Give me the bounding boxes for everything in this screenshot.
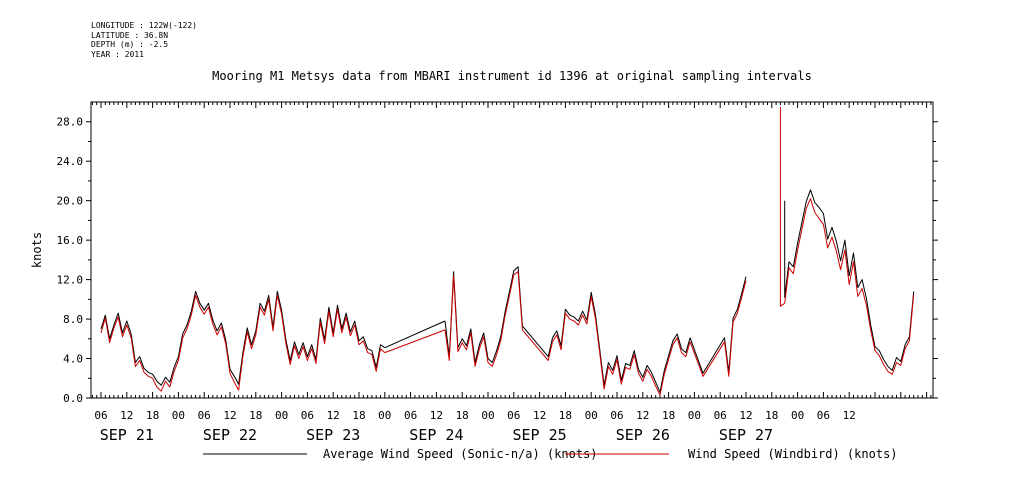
x-day-label: SEP 22 bbox=[203, 426, 257, 444]
axis-ticks bbox=[86, 102, 938, 399]
x-day-label: SEP 26 bbox=[616, 426, 670, 444]
y-tick-label: 24.0 bbox=[57, 155, 84, 168]
legend: Average Wind Speed (Sonic-n/a) (knots) W… bbox=[203, 447, 898, 461]
x-hour-label: 06 bbox=[404, 409, 417, 422]
x-hour-label: 00 bbox=[172, 409, 185, 422]
series-line-windbird bbox=[779, 106, 915, 375]
x-hour-label: 12 bbox=[120, 409, 133, 422]
x-hour-label: 12 bbox=[739, 409, 752, 422]
x-hour-label: 06 bbox=[301, 409, 314, 422]
x-tick-labels: 06 12 18 00 06 12 18 00 06 12 18 00 06 12 18 00 06 12 18 00… bbox=[94, 409, 855, 444]
latitude-label: LATITUDE : 36.8N bbox=[91, 30, 169, 40]
x-hour-label: 00 bbox=[585, 409, 598, 422]
series-line-windbird bbox=[689, 280, 747, 377]
plot-frame bbox=[90, 101, 934, 399]
series-line-windbird bbox=[522, 295, 691, 396]
x-hour-label: 00 bbox=[791, 409, 804, 422]
y-tick-label: 0.0 bbox=[63, 392, 83, 405]
x-hour-label: 18 bbox=[559, 409, 572, 422]
x-hour-label: 12 bbox=[430, 409, 443, 422]
x-hour-label: 12 bbox=[533, 409, 546, 422]
y-tick-label: 20.0 bbox=[57, 195, 84, 208]
series-lines bbox=[100, 106, 915, 396]
series-line-sonic bbox=[784, 189, 915, 371]
depth-label: DEPTH (m) : -2.5 bbox=[91, 40, 169, 49]
chart-title: Mooring M1 Metsys data from MBARI instru… bbox=[212, 69, 812, 83]
series-line-sonic bbox=[689, 276, 747, 374]
series-line-sonic bbox=[444, 266, 523, 363]
x-hour-label: 06 bbox=[610, 409, 623, 422]
x-day-label: SEP 25 bbox=[513, 426, 567, 444]
series-line-sonic bbox=[100, 290, 386, 386]
x-hour-label: 12 bbox=[327, 409, 340, 422]
y-tick-label: 16.0 bbox=[57, 234, 84, 247]
x-hour-label: 18 bbox=[662, 409, 675, 422]
series-line-sonic bbox=[522, 291, 691, 393]
x-hour-label: 18 bbox=[249, 409, 262, 422]
x-hour-label: 00 bbox=[378, 409, 391, 422]
x-hour-label: 12 bbox=[223, 409, 236, 422]
x-day-label: SEP 23 bbox=[306, 426, 360, 444]
metadata-block: LONGITUDE : 122W(-122) LATITUDE : 36.8N … bbox=[91, 21, 197, 59]
legend-label-sonic: Average Wind Speed (Sonic-n/a) (knots) bbox=[323, 447, 598, 461]
longitude-label: LONGITUDE : 122W(-122) bbox=[91, 21, 197, 30]
y-tick-label: 12.0 bbox=[57, 274, 84, 287]
year-label: YEAR : 2011 bbox=[91, 49, 144, 59]
y-axis-label: knots bbox=[30, 232, 44, 268]
x-day-label: SEP 27 bbox=[719, 426, 773, 444]
y-tick-label: 28.0 bbox=[57, 116, 84, 129]
y-tick-label: 4.0 bbox=[63, 353, 83, 366]
legend-label-windbird: Wind Speed (Windbird) (knots) bbox=[688, 447, 898, 461]
series-line-windbird bbox=[100, 294, 386, 392]
x-hour-label: 18 bbox=[146, 409, 159, 422]
x-hour-label: 06 bbox=[714, 409, 727, 422]
y-tick-labels: 0.0 4.0 8.0 12.0 16.0 20.0 24.0 28.0 bbox=[57, 116, 84, 405]
series-line-sonic bbox=[384, 320, 446, 349]
x-hour-label: 12 bbox=[636, 409, 649, 422]
x-hour-label: 18 bbox=[352, 409, 365, 422]
x-day-label: SEP 21 bbox=[100, 426, 154, 444]
x-hour-label: 00 bbox=[275, 409, 288, 422]
x-hour-label: 06 bbox=[507, 409, 520, 422]
series-line-windbird bbox=[384, 329, 446, 354]
x-hour-label: 06 bbox=[198, 409, 211, 422]
x-hour-label: 12 bbox=[843, 409, 856, 422]
x-hour-label: 06 bbox=[94, 409, 107, 422]
y-tick-label: 8.0 bbox=[63, 313, 83, 326]
x-hour-label: 06 bbox=[817, 409, 830, 422]
x-hour-label: 18 bbox=[765, 409, 778, 422]
x-day-label: SEP 24 bbox=[409, 426, 463, 444]
x-hour-label: 00 bbox=[688, 409, 701, 422]
x-hour-label: 18 bbox=[456, 409, 469, 422]
series-line-windbird bbox=[444, 271, 523, 367]
x-hour-label: 00 bbox=[481, 409, 494, 422]
